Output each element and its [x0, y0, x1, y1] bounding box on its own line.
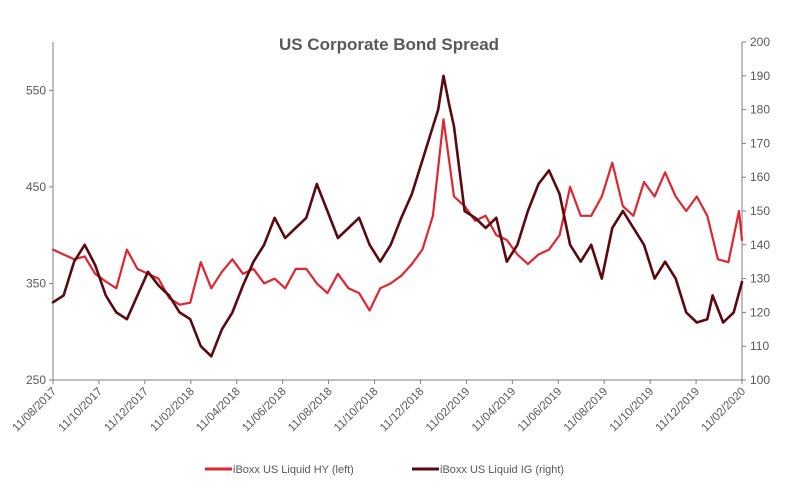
right-tick-label: 200	[750, 35, 770, 49]
right-tick-label: 100	[750, 373, 770, 387]
left-tick-label: 350	[26, 276, 46, 290]
x-tick-label: 11/02/2020	[700, 386, 749, 435]
x-tick-label: 11/10/2017	[56, 386, 105, 435]
x-tick-label: 11/08/2017	[11, 386, 60, 435]
legend-label-hy: iBoxx US Liquid HY (left)	[233, 464, 354, 476]
right-tick-label: 110	[750, 339, 769, 353]
series-line-ig	[51, 74, 744, 358]
x-tick-label: 11/08/2018	[286, 386, 335, 435]
right-tick-label: 190	[750, 69, 770, 83]
x-tick-label: 11/08/2019	[562, 386, 611, 435]
right-tick-label: 170	[750, 136, 770, 150]
right-y-ticks: 100 110 120 130 140 150 160 170 180 190 200	[742, 35, 770, 387]
legend-label-ig: iBoxx US Liquid IG (right)	[440, 464, 564, 476]
right-tick-label: 140	[750, 238, 770, 252]
x-tick-label: 11/12/2018	[378, 386, 427, 435]
series-layer	[51, 74, 744, 358]
right-tick-label: 120	[750, 305, 770, 319]
right-tick-label: 130	[750, 272, 770, 286]
x-tick-label: 11/12/2017	[102, 386, 151, 435]
axes	[52, 42, 743, 381]
x-tick-label: 11/12/2019	[654, 386, 703, 435]
right-tick-label: 180	[750, 103, 770, 117]
x-tick-label: 11/04/2018	[194, 386, 243, 435]
x-tick-label: 11/10/2019	[608, 386, 657, 435]
x-tick-label: 11/10/2018	[332, 386, 381, 435]
left-tick-label: 450	[26, 180, 46, 194]
x-tick-label: 11/06/2018	[240, 386, 289, 435]
chart-title: US Corporate Bond Spread	[279, 35, 499, 54]
x-tick-label: 11/06/2019	[516, 386, 565, 435]
left-y-ticks: 250 350 450 550	[26, 83, 53, 387]
right-tick-label: 150	[750, 204, 770, 218]
x-tick-label: 11/04/2019	[470, 386, 519, 435]
left-tick-label: 250	[26, 373, 46, 387]
x-ticks: 11/08/201711/10/201711/12/201711/02/2018…	[11, 380, 749, 435]
right-tick-label: 160	[750, 170, 770, 184]
left-tick-label: 550	[26, 83, 46, 97]
x-tick-label: 11/02/2019	[424, 386, 473, 435]
legend: iBoxx US Liquid HY (left) iBoxx US Liqui…	[205, 464, 564, 476]
x-tick-label: 11/02/2018	[148, 386, 197, 435]
